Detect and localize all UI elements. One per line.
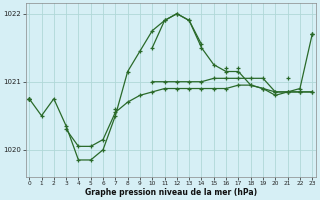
X-axis label: Graphe pression niveau de la mer (hPa): Graphe pression niveau de la mer (hPa) xyxy=(85,188,257,197)
